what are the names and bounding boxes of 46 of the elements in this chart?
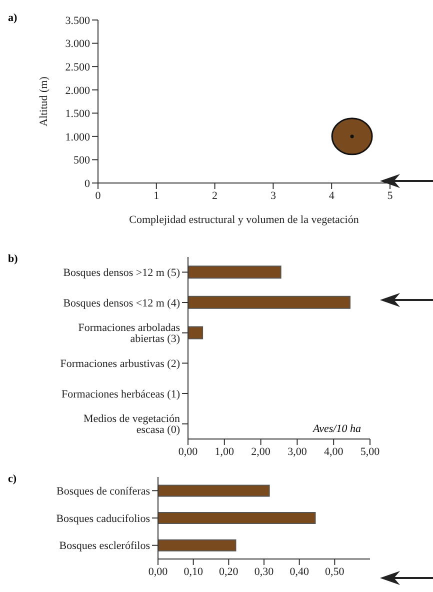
- y-tick-label: Bosques esclerófilos: [59, 540, 150, 552]
- x-axis-title: Aves/10 ha: [313, 423, 361, 435]
- x-tick-label: 5,00: [360, 446, 380, 458]
- x-tick-label: 0,10: [184, 566, 204, 578]
- x-tick-label: 1,00: [214, 446, 235, 458]
- y-tick-label: Bosques densos <12 m (4): [63, 297, 180, 310]
- y-tick-label: 3.000: [65, 38, 90, 50]
- y-tick-label: 500: [74, 154, 90, 167]
- x-tick-label: 5: [387, 190, 394, 202]
- x-tick-label: 0,40: [290, 566, 310, 578]
- bar: [158, 512, 316, 524]
- x-tick-label: 0,20: [219, 566, 239, 578]
- y-tick-label: Medios de vegetación escasa (0): [83, 413, 180, 436]
- text: c): [8, 473, 17, 485]
- y-tick-label: 1.500: [65, 108, 90, 120]
- y-tick-label: Bosques caducifolios: [56, 512, 150, 525]
- bar: [188, 266, 282, 279]
- x-tick-label: 2,00: [251, 446, 271, 458]
- x-tick-label: 0,50: [325, 566, 345, 578]
- bar: [188, 296, 350, 309]
- x-tick-label: 2: [212, 190, 218, 202]
- y-tick-label: 1.000: [65, 131, 90, 144]
- x-tick-label: 3: [270, 190, 276, 202]
- y-tick-label: 2.000: [65, 84, 90, 97]
- y-tick-label: 0: [84, 178, 90, 190]
- x-tick-label: 0,30: [254, 566, 274, 578]
- y-tick-label: 3.500: [65, 14, 90, 27]
- x-tick-label: 0,00: [148, 566, 168, 578]
- x-tick-label: 1: [154, 190, 160, 202]
- chart-title: a): [8, 12, 18, 24]
- bar: [158, 484, 270, 497]
- y-tick-label: Bosques de coníferas: [56, 486, 150, 498]
- x-axis-title: Complejidad estructural y volumen de la vegetación: [129, 214, 360, 226]
- y-tick-label: Formaciones herbáceas (1): [61, 388, 180, 400]
- x-tick-label: 4,00: [324, 446, 344, 458]
- bar: [188, 326, 204, 340]
- bar: [158, 539, 236, 552]
- x-tick-label: 4: [328, 190, 335, 202]
- y-axis-title: Altitud (m): [38, 76, 50, 126]
- y-tick-label: Formaciones arboladas abiertas (3): [78, 322, 180, 346]
- y-tick-label: 2.500: [65, 61, 90, 74]
- y-tick-label: Bosques densos >12 m (5): [63, 267, 180, 280]
- text: b): [8, 253, 18, 265]
- x-tick-label: 0,00: [178, 446, 198, 458]
- y-tick-label: Formaciones arbustivas (2): [60, 358, 180, 370]
- x-tick-label: 3,00: [288, 446, 308, 458]
